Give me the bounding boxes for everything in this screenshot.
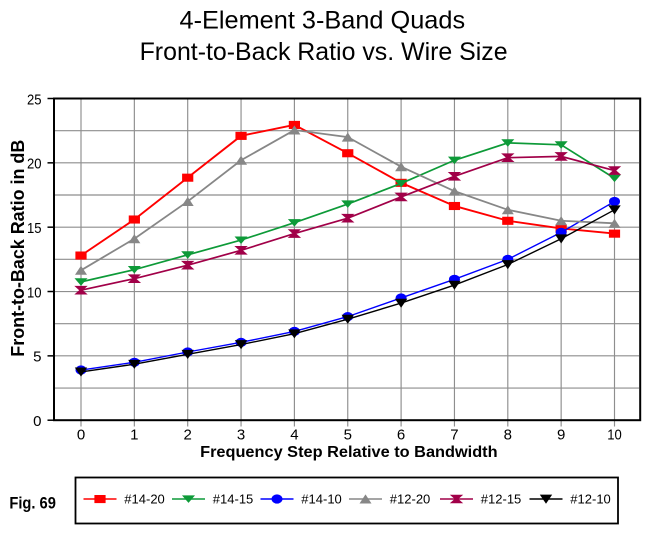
- svg-text:4: 4: [290, 426, 298, 443]
- svg-text:#12-15: #12-15: [481, 491, 521, 506]
- svg-text:5: 5: [33, 349, 41, 366]
- svg-text:5: 5: [344, 426, 352, 443]
- svg-text:8: 8: [504, 426, 512, 443]
- svg-text:1: 1: [130, 426, 138, 443]
- svg-text:3: 3: [237, 426, 245, 443]
- svg-text:6: 6: [397, 426, 405, 443]
- svg-text:#14-15: #14-15: [213, 491, 253, 506]
- svg-text:10: 10: [27, 284, 42, 301]
- svg-text:20: 20: [27, 156, 42, 173]
- svg-text:25: 25: [27, 91, 42, 108]
- svg-text:7: 7: [450, 426, 458, 443]
- svg-text:10: 10: [607, 426, 622, 443]
- svg-text:Front-to-Back Ratio in dB: Front-to-Back Ratio in dB: [7, 140, 28, 357]
- svg-text:2: 2: [184, 426, 192, 443]
- svg-text:9: 9: [557, 426, 565, 443]
- svg-text:Frequency Step Relative to Ban: Frequency Step Relative to Bandwidth: [200, 444, 498, 461]
- svg-text:0: 0: [33, 413, 41, 430]
- svg-text:0: 0: [77, 426, 85, 443]
- svg-text:4-Element 3-Band Quads: 4-Element 3-Band Quads: [180, 7, 466, 35]
- svg-text:Front-to-Back Ratio vs. Wire S: Front-to-Back Ratio vs. Wire Size: [140, 38, 508, 66]
- svg-text:#12-10: #12-10: [570, 491, 610, 506]
- svg-text:#14-20: #14-20: [124, 491, 164, 506]
- svg-text:#14-10: #14-10: [301, 491, 341, 506]
- svg-text:Fig. 69: Fig. 69: [9, 494, 56, 512]
- svg-text:#12-20: #12-20: [390, 491, 430, 506]
- svg-text:15: 15: [27, 220, 42, 237]
